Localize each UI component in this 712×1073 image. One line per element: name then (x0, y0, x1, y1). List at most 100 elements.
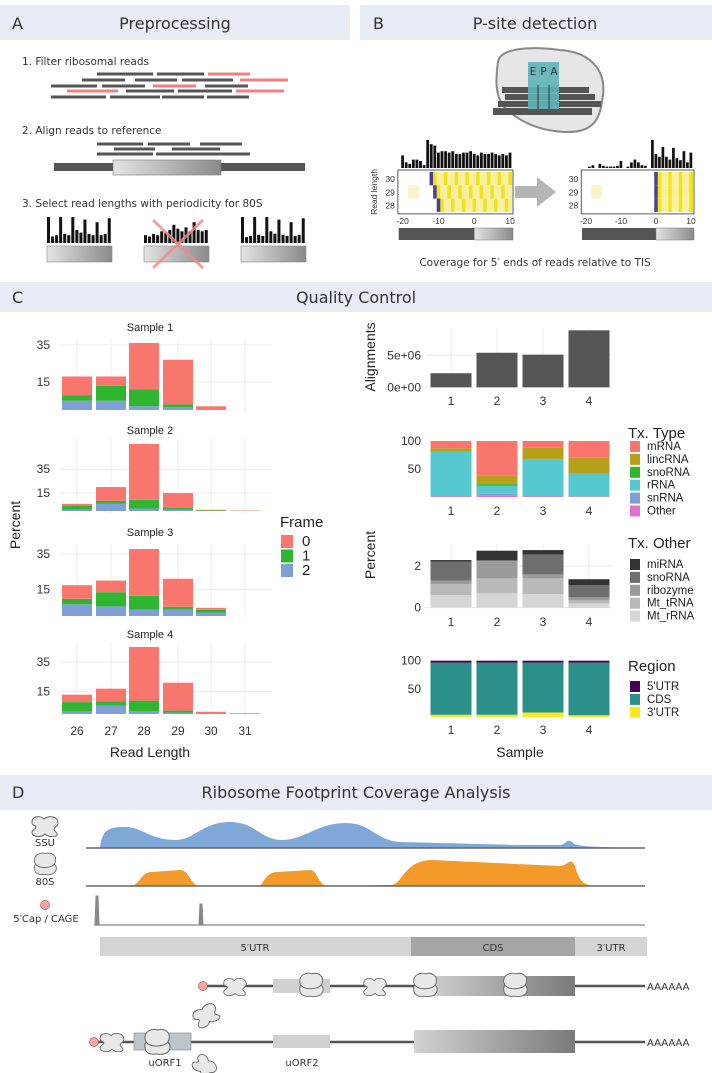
heatmap-cell (664, 172, 669, 186)
xtick-label: 2 (494, 394, 501, 408)
coverage-bar (483, 154, 487, 168)
region-label-5utr: 5′UTR (240, 943, 269, 954)
heatmap-cell (458, 185, 462, 199)
read (97, 72, 153, 76)
coverage-bar (588, 166, 591, 168)
bar-segment-lincrna (476, 475, 518, 485)
step-3-label: 3. Select read lengths with periodicity … (22, 198, 263, 210)
coverage-bar (605, 166, 609, 168)
legend-title: Tx. Other (628, 535, 691, 552)
heatmap-cell (447, 198, 452, 212)
periodicity-bar (273, 233, 277, 243)
coverage-bar (462, 152, 465, 168)
heatmap-cell (486, 185, 491, 199)
cap-icon (198, 981, 208, 991)
bar-segment-frame-1 (62, 505, 92, 510)
heatmap-cell (440, 185, 445, 199)
coverage-bar (437, 152, 440, 168)
heatmap-cell (685, 185, 690, 199)
rejected-cross-icon (151, 218, 205, 270)
heatmap-cell (447, 172, 452, 186)
heatmap-cell (451, 198, 455, 212)
coverage-bar (472, 154, 476, 168)
heatmap-cell (668, 185, 672, 199)
coverage-bar (689, 152, 693, 168)
coverage-bar (616, 165, 619, 168)
ytick-label: 35 (37, 547, 51, 561)
bar-segment-frame-0 (129, 647, 159, 701)
heatmap-cell (465, 172, 470, 186)
bar-segment-frame-0 (62, 585, 92, 599)
site-p-label: P (540, 66, 546, 78)
periodicity-bar (79, 232, 83, 243)
heatmap-xtick: 10 (505, 216, 515, 226)
coverage-bars (588, 140, 693, 168)
bar-segment-cds (476, 662, 518, 715)
bar-segment-snorna (476, 484, 518, 486)
periodicity-bar (59, 217, 63, 243)
periodicity-bar (241, 217, 244, 243)
facet-title: Sample 3 (127, 527, 173, 539)
panel-d-header (0, 775, 712, 810)
bar-segment-cds (522, 662, 564, 713)
coverage-bar (619, 161, 623, 168)
bar-segment-snorna (430, 561, 472, 581)
xtick-label: 2 (494, 615, 501, 629)
bar-segment-frame-2 (129, 508, 159, 511)
bar-segment-mt-trna (568, 600, 610, 604)
facet-title: Sample 2 (127, 425, 173, 437)
bar-segment-mt-rrna (522, 593, 564, 608)
bar-segment-snorna (568, 585, 610, 598)
heatmap-cell (493, 198, 498, 212)
bar-segment-snorna (522, 554, 564, 575)
heatmap-cell (411, 185, 416, 199)
heatmap-cell (493, 172, 498, 186)
panel-c-letter: C (12, 288, 23, 307)
bar-segment-frame-0 (62, 503, 92, 506)
heatmap-cell (682, 172, 686, 186)
periodicity-bar (55, 235, 59, 243)
legend-key (630, 584, 640, 596)
arrow-right-icon (515, 177, 556, 207)
heatmap-ytick: 28 (569, 201, 579, 211)
periodicity-bar (107, 218, 111, 243)
periodicity-bar (277, 219, 281, 243)
bar-segment-snrna (476, 493, 518, 496)
coverage-bar (633, 159, 637, 168)
aligned-read (114, 147, 155, 151)
coverage-bar (465, 152, 469, 168)
region-label-cds: CDS (482, 943, 503, 954)
heatmap-cell (483, 198, 488, 212)
xtick-label: 3 (540, 723, 547, 737)
panel-b-title: P-site detection (473, 14, 598, 33)
periodicity-bar (188, 231, 192, 243)
utr-bar (398, 228, 475, 240)
heatmap-frame (397, 169, 514, 215)
ytick-label: 35 (37, 338, 51, 352)
periodicity-bar (144, 235, 147, 243)
heatmap-cell (654, 198, 658, 212)
heatmap-cell (433, 172, 437, 186)
xtick-label: 3 (540, 394, 547, 408)
periodicity-illustration (46, 217, 307, 263)
periodicity-bar (172, 224, 176, 243)
legend-key (630, 479, 640, 491)
heatmap-cell (436, 185, 441, 199)
periodicity-bar (71, 217, 75, 243)
y-axis-label: Alignments (362, 322, 378, 391)
legend-key (630, 693, 640, 705)
legend-label: 5'UTR (647, 681, 679, 693)
panel-c-title: Quality Control (296, 288, 416, 307)
aligned-read (156, 152, 250, 156)
heatmap-xtick: 10 (686, 216, 696, 226)
coverage-bar (591, 165, 595, 168)
heatmap-cell (476, 172, 480, 186)
reference-cds-box (112, 159, 222, 176)
bar-segment-frame-0 (196, 711, 226, 714)
xtick-label: 4 (586, 723, 593, 737)
heatmap-cell (486, 198, 491, 212)
heatmap-cell (468, 172, 473, 186)
read (162, 95, 204, 99)
legend-label: ribozyme (647, 585, 694, 597)
legend-label: Mt_rRNA (647, 611, 695, 623)
